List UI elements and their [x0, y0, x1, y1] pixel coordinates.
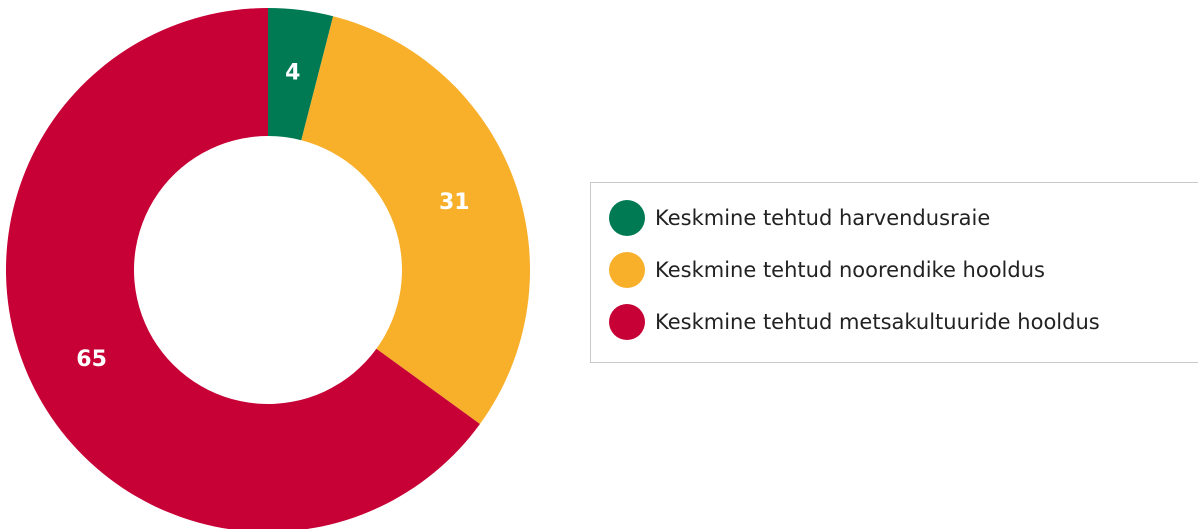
data-label: 65: [76, 347, 107, 372]
legend-label: Keskmine tehtud metsakultuuride hooldus: [655, 310, 1100, 334]
legend-swatch: [609, 252, 645, 288]
legend-label: Keskmine tehtud noorendike hooldus: [655, 258, 1045, 282]
data-label: 31: [439, 190, 470, 215]
legend-swatch: [609, 304, 645, 340]
legend-box: [590, 182, 1198, 363]
legend-swatch: [609, 200, 645, 236]
donut-slice: [301, 16, 530, 424]
legend-label: Keskmine tehtud harvendusraie: [655, 206, 990, 230]
data-label: 4: [285, 61, 300, 86]
donut-slice: [268, 8, 334, 141]
donut-slice: [6, 8, 480, 529]
